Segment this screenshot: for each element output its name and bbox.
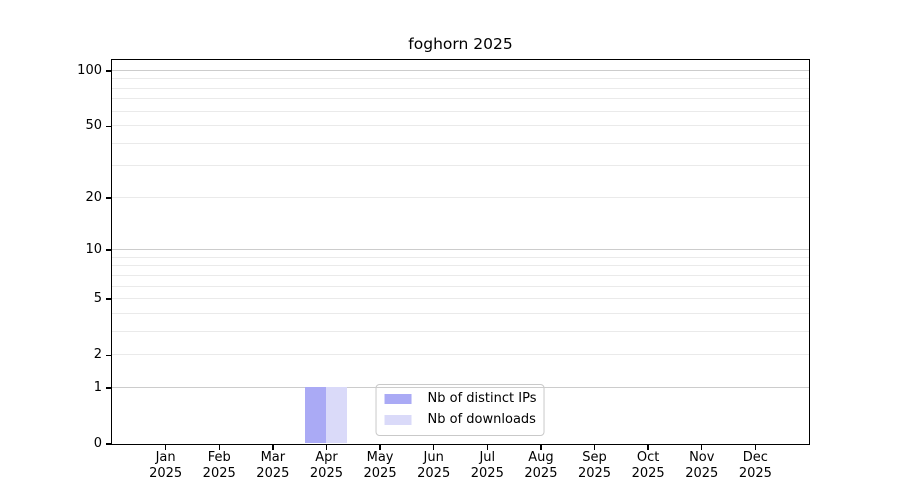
x-tick-label-jul: Jul 2025 <box>459 450 515 481</box>
y-tick-mark <box>105 125 112 127</box>
x-tick-year: 2025 <box>149 465 183 481</box>
x-tick-label-feb: Feb 2025 <box>191 450 247 481</box>
minor-gridline <box>111 98 809 100</box>
minor-gridline <box>111 87 809 89</box>
minor-gridline <box>111 196 809 198</box>
x-tick-month: Oct <box>636 450 660 465</box>
legend: Nb of distinct IPs Nb of downloads <box>375 383 545 436</box>
x-tick-label-may: May 2025 <box>352 450 408 481</box>
x-tick-month: Nov <box>689 450 715 465</box>
minor-gridline <box>111 274 809 276</box>
x-tick-month: May <box>366 450 394 465</box>
x-tick-month: Aug <box>528 450 554 465</box>
x-tick-mark <box>325 444 328 450</box>
legend-swatch-downloads <box>384 415 412 425</box>
minor-gridline <box>111 330 809 332</box>
legend-swatch-distinct-ips <box>384 394 412 404</box>
x-tick-month: Jul <box>479 450 496 465</box>
minor-gridline <box>111 265 809 267</box>
y-tick-label: 20 <box>85 189 102 205</box>
y-tick-label: 5 <box>93 291 102 307</box>
x-tick-year: 2025 <box>417 465 451 481</box>
y-tick-label: 100 <box>77 62 102 78</box>
y-tick-label: 2 <box>93 347 102 363</box>
plot-area: Nb of distinct IPs Nb of downloads <box>110 58 810 445</box>
legend-item-downloads: Nb of downloads <box>382 410 537 431</box>
x-tick-label-jun: Jun 2025 <box>406 450 462 481</box>
x-tick-label-sep: Sep 2025 <box>567 450 623 481</box>
x-tick-month: Jan <box>155 450 176 465</box>
x-tick-mark <box>272 444 274 450</box>
major-gridline <box>111 386 809 388</box>
minor-gridline <box>111 298 809 300</box>
minor-gridline <box>111 354 809 356</box>
minor-gridline <box>111 256 809 258</box>
y-tick-mark <box>105 197 112 199</box>
x-tick-year: 2025 <box>631 465 665 481</box>
y-tick-mark <box>105 249 112 251</box>
y-tick-mark <box>105 387 112 389</box>
x-tick-label-mar: Mar 2025 <box>245 450 301 481</box>
x-tick-year: 2025 <box>202 465 236 481</box>
x-tick-year: 2025 <box>577 465 612 481</box>
x-tick-year: 2025 <box>685 465 719 481</box>
x-tick-mark <box>432 444 435 450</box>
y-tick-mark <box>105 354 112 356</box>
x-tick-label-aug: Aug 2025 <box>513 450 569 481</box>
x-tick-month: Sep <box>582 450 607 465</box>
x-tick-mark <box>486 444 488 450</box>
legend-label-distinct-ips: Nb of distinct IPs <box>427 391 537 406</box>
y-tick-mark <box>105 70 112 72</box>
chart-title: foghorn 2025 <box>408 35 513 53</box>
x-tick-mark <box>701 444 703 450</box>
x-tick-mark <box>164 444 167 450</box>
y-tick-label: 10 <box>85 242 102 258</box>
minor-gridline <box>111 165 809 167</box>
y-tick-mark <box>105 298 112 300</box>
major-gridline <box>111 249 809 251</box>
x-tick-month: Apr <box>315 450 338 465</box>
legend-label-downloads: Nb of downloads <box>427 412 536 427</box>
minor-gridline <box>111 78 809 80</box>
x-tick-mark <box>379 444 381 450</box>
y-tick-label: 1 <box>93 379 102 395</box>
x-tick-year: 2025 <box>470 465 504 481</box>
x-tick-year: 2025 <box>524 465 558 481</box>
x-tick-mark <box>647 444 649 450</box>
x-tick-year: 2025 <box>738 465 772 481</box>
minor-gridline <box>111 142 809 144</box>
x-tick-month: Mar <box>260 450 286 465</box>
x-tick-year: 2025 <box>363 465 397 481</box>
x-tick-mark <box>218 444 220 450</box>
bar-apr-distinct-ips <box>304 387 326 444</box>
y-tick-mark <box>105 443 112 445</box>
x-tick-year: 2025 <box>309 465 343 481</box>
x-tick-year: 2025 <box>256 465 290 481</box>
x-tick-label-nov: Nov 2025 <box>674 450 730 481</box>
minor-gridline <box>111 285 809 287</box>
x-tick-month: Dec <box>742 450 768 465</box>
y-tick-label: 50 <box>85 118 102 134</box>
x-tick-mark <box>593 444 596 450</box>
x-tick-label-dec: Dec 2025 <box>727 450 783 481</box>
x-tick-mark <box>754 444 757 450</box>
minor-gridline <box>111 110 809 112</box>
x-tick-month: Jun <box>423 450 444 465</box>
major-gridline <box>111 69 809 71</box>
bar-apr-downloads <box>325 387 348 444</box>
x-tick-mark <box>540 444 542 450</box>
legend-item-distinct-ips: Nb of distinct IPs <box>382 389 537 410</box>
x-tick-label-jan: Jan 2025 <box>138 450 194 481</box>
minor-gridline <box>111 312 809 314</box>
x-tick-label-oct: Oct 2025 <box>620 450 676 481</box>
x-tick-month: Feb <box>207 450 231 465</box>
minor-gridline <box>111 125 809 127</box>
x-tick-label-apr: Apr 2025 <box>298 450 354 481</box>
y-tick-label: 0 <box>93 436 102 451</box>
